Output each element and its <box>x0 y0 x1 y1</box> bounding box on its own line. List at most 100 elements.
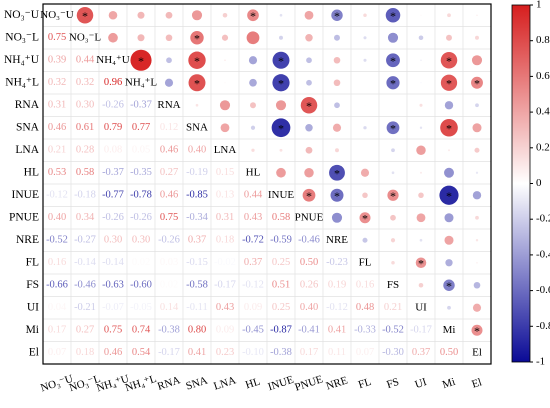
correlation-label: -0.85 <box>186 190 208 201</box>
correlation-label: 0.58 <box>272 212 290 223</box>
correlation-label: 0.02 <box>160 280 178 291</box>
correlation-label: 0.03 <box>160 257 178 268</box>
correlation-label: 0.18 <box>216 235 234 246</box>
significance-star: * <box>138 54 144 68</box>
colorbar-tick-label: 1 <box>536 0 542 11</box>
column-label: PNUE <box>293 373 324 393</box>
correlation-circle <box>165 34 173 42</box>
correlation-label: -0.12 <box>46 190 68 201</box>
correlation-circle <box>420 82 422 84</box>
correlation-label: 0.96 <box>104 77 122 88</box>
diagonal-label: El <box>472 346 482 358</box>
correlation-circle <box>219 100 231 111</box>
correlation-label: 0.46 <box>48 122 66 133</box>
correlation-label: -0.11 <box>186 302 207 313</box>
correlation-circle <box>76 7 94 24</box>
correlation-label: 0.46 <box>160 145 178 156</box>
correlation-circle <box>251 148 255 152</box>
correlation-circle <box>271 118 291 138</box>
correlation-label: -0.41 <box>298 325 320 336</box>
significance-star: * <box>390 189 396 203</box>
correlation-label: -0.17 <box>410 325 432 336</box>
row-label: HL <box>24 166 39 178</box>
correlation-label: 0.30 <box>132 235 150 246</box>
correlation-label: -0.87 <box>270 325 292 336</box>
correlation-circle <box>447 305 451 310</box>
correlation-circle <box>386 53 400 68</box>
correlation-circle <box>246 31 260 45</box>
significance-star: * <box>362 212 368 226</box>
significance-star: * <box>194 54 200 68</box>
correlation-label: 0.41 <box>328 325 346 336</box>
significance-star: * <box>278 77 284 91</box>
correlation-label: 0.50 <box>300 257 318 268</box>
correlation-label: -0.26 <box>102 212 124 223</box>
row-label: NO₃⁻L <box>5 31 39 43</box>
colorbar <box>511 4 531 363</box>
correlation-circle <box>224 82 226 84</box>
correlation-circle <box>475 215 479 220</box>
correlation-label: 0.43 <box>244 212 262 223</box>
significance-star: * <box>390 77 396 91</box>
correlation-label: -0.46 <box>298 235 320 246</box>
correlation-circle <box>166 57 172 64</box>
correlation-label: 0.43 <box>216 302 234 313</box>
colorbar-tick-label: 0.4 <box>536 106 550 118</box>
correlation-circle <box>440 74 458 91</box>
correlation-label: -0.37 <box>102 167 124 178</box>
correlation-circle <box>279 148 283 152</box>
significance-star: * <box>446 189 452 203</box>
column-label: INUE <box>267 374 296 394</box>
correlation-circle <box>164 78 174 87</box>
correlation-circle <box>304 10 314 20</box>
correlation-circle <box>247 9 259 22</box>
colorbar-tick-label: -0.6 <box>536 284 550 296</box>
correlation-label: 0.09 <box>216 325 234 336</box>
significance-star: * <box>446 77 452 91</box>
diagonal-label: NO₃⁻L <box>69 31 102 43</box>
correlation-label: -0.07 <box>102 302 124 313</box>
correlation-circle <box>334 102 340 109</box>
diagonal-label: NO₃⁻U <box>40 9 74 21</box>
correlation-circle <box>331 212 343 223</box>
correlation-circle <box>447 13 451 18</box>
correlation-circle <box>363 13 367 18</box>
correlation-circle <box>331 9 343 21</box>
correlation-label: 0.31 <box>216 212 234 223</box>
row-label: SNA <box>16 121 40 133</box>
colorbar-tick-label: -0.2 <box>536 213 550 225</box>
correlation-label: 0.12 <box>160 122 178 133</box>
colorbar-tick-label: 0.6 <box>536 70 550 82</box>
correlation-circle <box>475 103 479 108</box>
correlation-circle <box>475 35 479 40</box>
correlation-label: -0.66 <box>46 280 68 291</box>
correlation-circle <box>305 124 313 132</box>
colorbar-tick-label: -1 <box>536 356 545 368</box>
correlation-circle <box>419 103 423 107</box>
correlation-label: 0.30 <box>76 100 94 111</box>
correlation-circle <box>249 78 257 87</box>
column-label: El <box>470 376 483 390</box>
correlation-circle <box>188 74 206 92</box>
column-label: SNA <box>185 374 210 392</box>
correlation-label: 0.37 <box>188 235 206 246</box>
significance-star: * <box>334 9 340 23</box>
correlation-label: 0.40 <box>188 145 206 156</box>
correlation-circle <box>300 97 318 114</box>
correlation-label: 0.44 <box>244 190 263 201</box>
correlation-circle <box>304 168 314 178</box>
colorbar-tick-label: 0.8 <box>536 34 550 46</box>
correlation-label: -0.52 <box>46 235 68 246</box>
correlation-circle <box>471 55 483 66</box>
correlation-circle <box>471 76 483 89</box>
significance-star: * <box>194 32 200 46</box>
row-label: NH₄⁺U <box>4 54 40 66</box>
correlation-circle <box>472 123 482 133</box>
correlation-label: -0.27 <box>74 235 96 246</box>
correlation-label: -0.38 <box>270 347 292 358</box>
correlation-label: 0.17 <box>48 325 66 336</box>
correlation-circle <box>332 123 342 132</box>
diagonal-label: NRE <box>326 234 348 246</box>
correlation-circle <box>224 59 226 62</box>
